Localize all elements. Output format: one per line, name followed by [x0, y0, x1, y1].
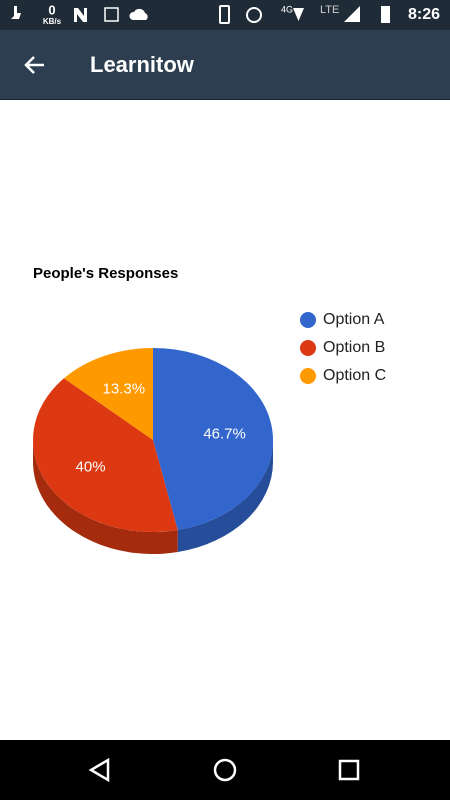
nav-recents[interactable]: [338, 759, 360, 781]
app-title: Learnitow: [90, 52, 195, 77]
clock: 8:26: [408, 6, 440, 23]
nav-back[interactable]: [88, 757, 110, 783]
cloud-icon: [129, 8, 148, 20]
n-icon: [74, 8, 87, 22]
legend-label: Option B: [323, 339, 385, 356]
chart-title: People's Responses: [33, 265, 178, 282]
signal-icon: [344, 6, 360, 22]
pie-chart: 46.7% 40% 13.3% Option A Option B Option C: [33, 311, 386, 554]
network-4g: 4G: [281, 4, 293, 14]
legend-swatch: [300, 312, 316, 328]
screen-icon: [104, 7, 119, 22]
pie-slice-side: [177, 440, 273, 553]
nav-bar: [0, 740, 450, 800]
data-label: 13.3%: [103, 381, 146, 398]
data-label: 40%: [76, 458, 106, 475]
legend-swatch: [300, 340, 316, 356]
pie-slice: [33, 378, 178, 532]
pie-slice-side: [33, 440, 178, 554]
pie-slice: [63, 348, 154, 440]
net-speed-unit: KB/s: [43, 17, 62, 26]
app-bar-shadow: [0, 99, 450, 100]
back-button[interactable]: [24, 56, 44, 74]
alarm-icon: [246, 7, 262, 23]
legend-label: Option A: [323, 311, 385, 328]
vibrate-icon: [219, 5, 230, 24]
data-label: 46.7%: [203, 425, 246, 442]
wifi-icon: [293, 8, 304, 21]
app-bar: [0, 30, 450, 100]
network-lte: LTE: [320, 4, 339, 16]
battery-icon: [381, 6, 390, 23]
legend-swatch: [300, 368, 316, 384]
pie-slice: [153, 348, 273, 531]
touch-icon: [11, 6, 21, 19]
nav-home[interactable]: [213, 758, 237, 782]
legend-label: Option C: [323, 367, 386, 384]
net-speed: 0: [48, 2, 55, 17]
